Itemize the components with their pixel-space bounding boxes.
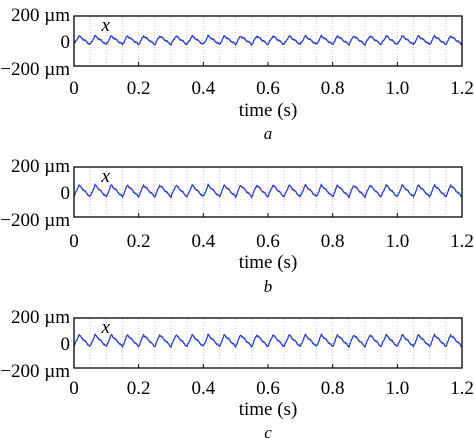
x-tick-label: 1.2: [450, 78, 474, 99]
x-tick-label: 1.2: [450, 378, 474, 399]
x-tick-label: 0.8: [321, 378, 345, 399]
y-tick-label: 200 µm: [11, 307, 70, 328]
series-line-x: [73, 34, 463, 47]
x-tick-label: 0.8: [321, 78, 345, 99]
y-tick-label: 0: [61, 183, 71, 204]
x-tick-label: 1.0: [385, 378, 409, 399]
y-tick-label: 200 µm: [11, 5, 70, 26]
series-label: x: [100, 317, 110, 338]
x-tick-label: 1.2: [450, 231, 474, 252]
x-tick-label: 0.4: [191, 78, 215, 99]
x-tick-label: 0: [69, 231, 79, 252]
x-tick-label: 0: [69, 78, 79, 99]
y-tick-label: −200 µm: [0, 210, 70, 231]
x-tick-label: 1.0: [385, 78, 409, 99]
y-tick-label: −200 µm: [0, 361, 70, 382]
x-axis-label: time (s): [239, 399, 298, 420]
x-axis-label: time (s): [239, 252, 298, 273]
x-tick-label: 0.6: [256, 78, 280, 99]
panel-label: a: [264, 124, 273, 143]
x-tick-label: 0.4: [191, 231, 215, 252]
panel-label: c: [264, 423, 272, 439]
x-tick-label: 0.2: [127, 231, 151, 252]
x-tick-label: 0.6: [256, 231, 280, 252]
x-tick-label: 0.2: [127, 78, 151, 99]
y-tick-label: 0: [61, 334, 71, 355]
y-tick-label: 0: [61, 32, 71, 53]
x-tick-label: 0.4: [191, 378, 215, 399]
series-label: x: [100, 15, 110, 36]
series-label: x: [100, 166, 110, 187]
x-tick-label: 0: [69, 378, 79, 399]
x-axis-label: time (s): [239, 100, 298, 121]
y-tick-label: 200 µm: [11, 156, 70, 177]
y-tick-label: −200 µm: [0, 59, 70, 80]
x-tick-label: 0.6: [256, 378, 280, 399]
panel-label: b: [264, 277, 273, 296]
x-tick-label: 1.0: [385, 231, 409, 252]
series-line-x: [73, 183, 463, 199]
x-tick-label: 0.8: [321, 231, 345, 252]
series-line-x: [73, 332, 463, 349]
x-tick-label: 0.2: [127, 378, 151, 399]
